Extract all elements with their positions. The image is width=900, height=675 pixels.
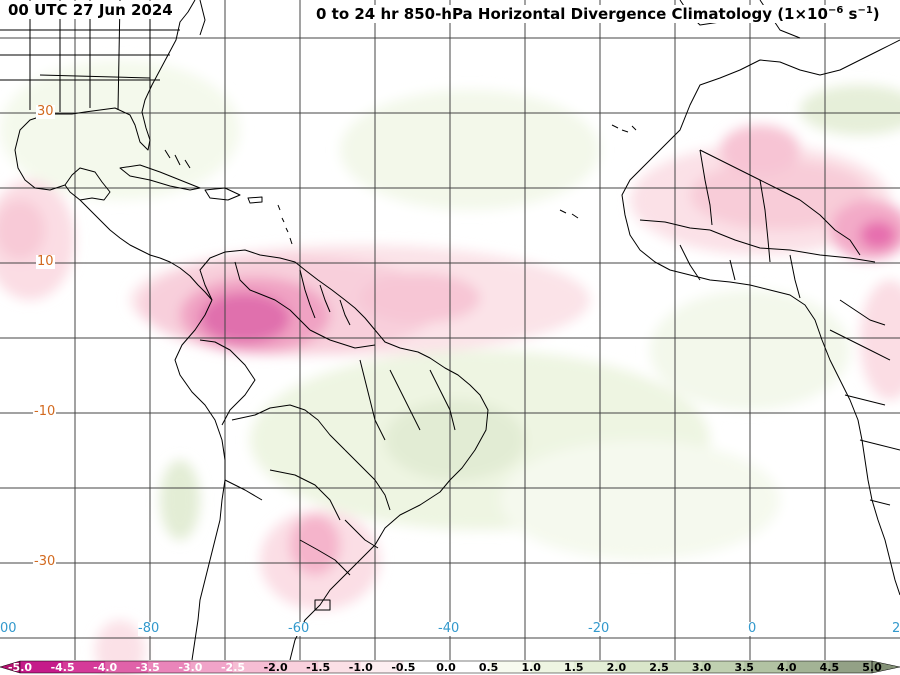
colorbar-tick-label: 2.5 <box>649 661 669 674</box>
colorbar-tick-label: 3.0 <box>692 661 712 674</box>
colorbar-swatch <box>531 661 575 673</box>
colorbar-swatch <box>360 661 404 673</box>
lat-label-10: 10 <box>36 254 55 269</box>
lon-label-20e: 2 <box>892 621 900 636</box>
colorbar-tick-label: -4.5 <box>51 661 75 674</box>
colorbar-tick-label: 0.0 <box>436 661 456 674</box>
lon-label-0: 0 <box>748 621 757 636</box>
lon-label-80w: -80 <box>138 621 160 636</box>
colorbar-tick-label: 4.0 <box>777 661 797 674</box>
colorbar-swatch <box>488 661 532 673</box>
colorbar-tick-label: -1.5 <box>306 661 330 674</box>
colorbar-swatch <box>446 661 490 673</box>
colorbar-swatch <box>147 661 191 673</box>
colorbar-tick-label: 3.5 <box>734 661 754 674</box>
colorbar-swatch <box>275 661 319 673</box>
colorbar-tick-label: -2.0 <box>264 661 288 674</box>
colorbar-tick-label: -0.5 <box>391 661 415 674</box>
lat-lon-grid <box>0 0 900 660</box>
colorbar-tick-label: 2.0 <box>607 661 627 674</box>
colorbar-tick-label: 5.0 <box>862 661 882 674</box>
colorbar-swatch <box>616 661 660 673</box>
colorbar-swatch <box>20 661 64 673</box>
colorbar: -5.0 -4.5 -4.0 -3.5 -3.0 -2.5 -2.0 -1.5 -1.0 -0.5… <box>0 660 900 674</box>
colorbar-swatch <box>105 661 149 673</box>
coastlines <box>0 0 900 661</box>
colorbar-tick-label: 0.5 <box>479 661 499 674</box>
colorbar-tick-label: 1.5 <box>564 661 584 674</box>
lon-label-100w: 00 <box>0 621 17 636</box>
colorbar-tick-label: -4.0 <box>93 661 117 674</box>
product-title-suffix: ) <box>872 5 880 23</box>
product-title-exponent: −6 <box>827 5 844 16</box>
lat-label-minus10: -10 <box>33 404 57 419</box>
colorbar-tick-label: 4.5 <box>820 661 840 674</box>
colorbar-tick-label: 1.0 <box>521 661 541 674</box>
lat-label-30: 30 <box>36 104 55 119</box>
colorbar-swatch <box>701 661 745 673</box>
colorbar-swatch <box>744 661 788 673</box>
colorbar-tick-label: -2.5 <box>221 661 245 674</box>
colorbar-swatch <box>403 661 447 673</box>
colorbar-swatch <box>786 661 830 673</box>
colorbar-swatch <box>190 661 234 673</box>
colorbar-swatch <box>829 661 873 673</box>
colorbar-tick-label: -3.5 <box>136 661 160 674</box>
colorbar-tick-label: -3.0 <box>178 661 202 674</box>
colorbar-swatch <box>233 661 277 673</box>
colorbar-swatch <box>659 661 703 673</box>
lon-label-40w: -40 <box>438 621 460 636</box>
lon-label-60w: -60 <box>288 621 310 636</box>
colorbar-swatch <box>318 661 362 673</box>
lat-label-minus30: -30 <box>33 554 57 569</box>
colorbar-swatch <box>573 661 617 673</box>
product-title: 0 to 24 hr 850-hPa Horizontal Divergence… <box>312 5 884 23</box>
colorbar-frame <box>19 660 873 674</box>
valid-time-title: 00 UTC 27 Jun 2024 <box>6 1 177 19</box>
product-title-prefix: 0 to 24 hr 850-hPa Horizontal Divergence… <box>316 5 828 23</box>
colorbar-tick-label: -1.0 <box>349 661 373 674</box>
colorbar-tick-label: -5.0 <box>8 661 32 674</box>
colorbar-swatch <box>62 661 106 673</box>
product-title-exponent-2: −1 <box>857 5 873 16</box>
lon-label-20w: -20 <box>588 621 610 636</box>
product-title-mid: s <box>843 5 858 23</box>
